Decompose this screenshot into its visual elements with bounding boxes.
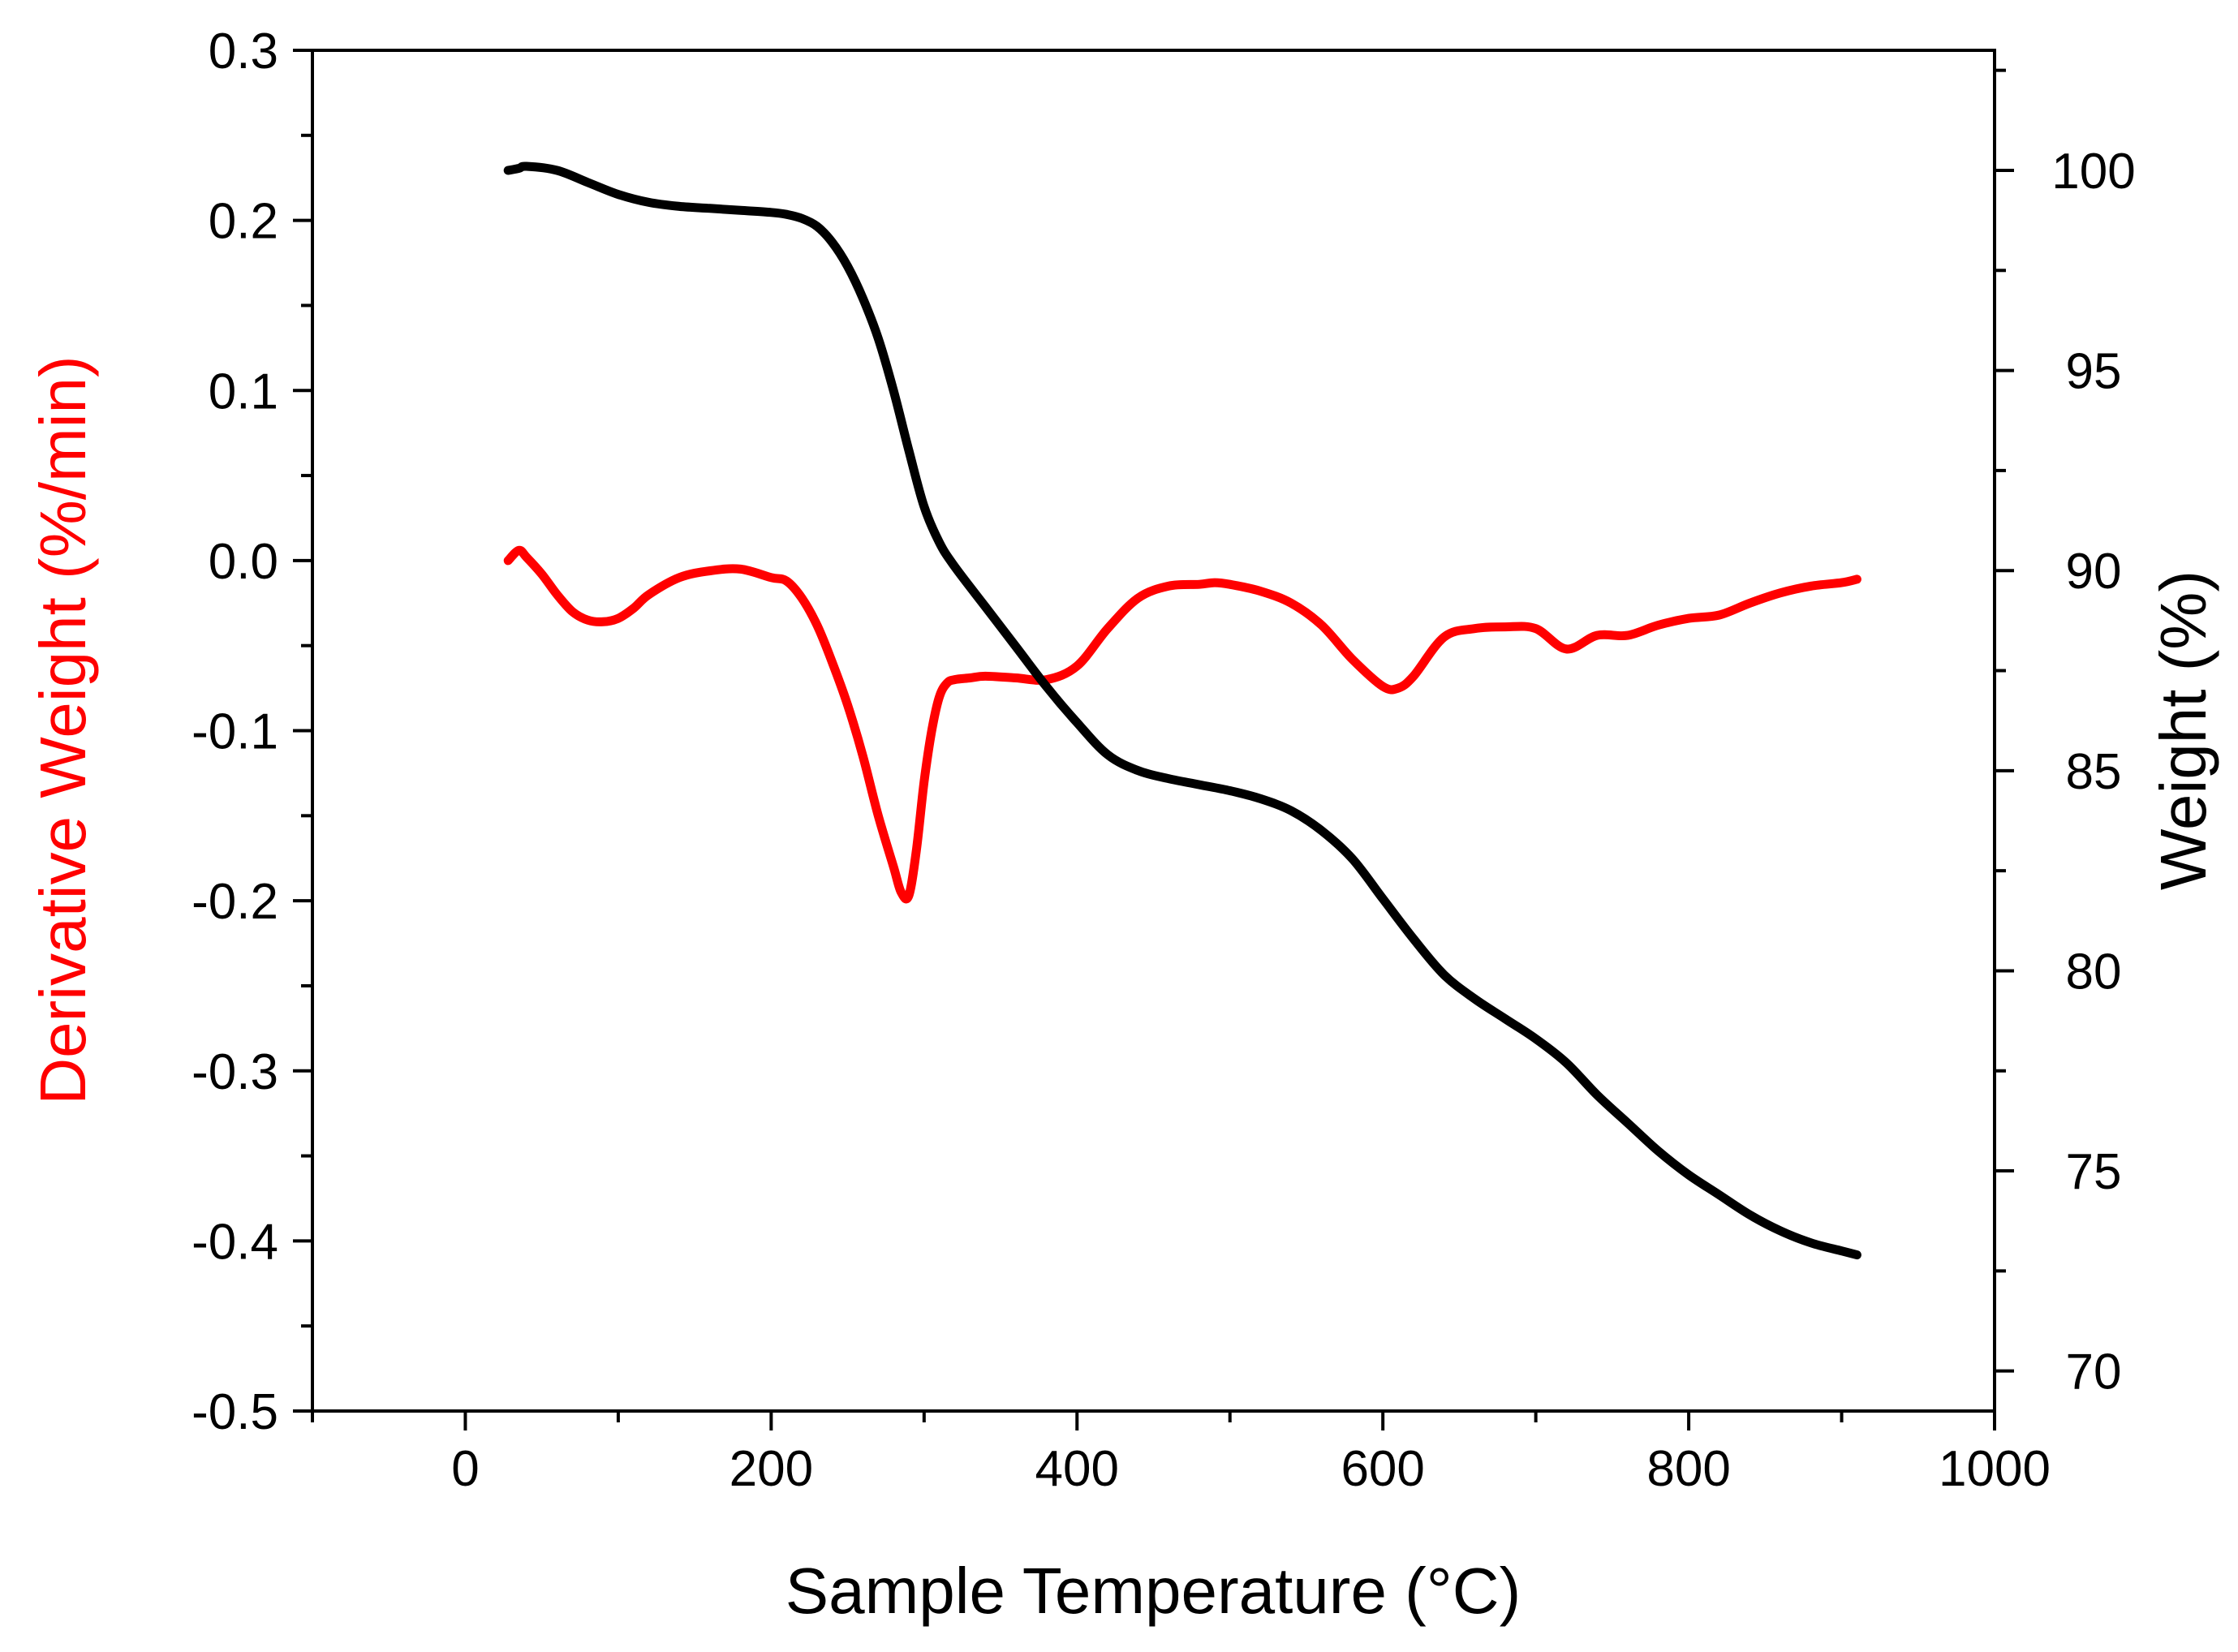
left-tick-label: 0.3 [209, 24, 278, 80]
x-tick-label: 600 [1341, 1441, 1424, 1497]
right-tick-label: 70 [2066, 1344, 2122, 1400]
x-tick-label: 200 [730, 1441, 813, 1497]
right-tick-label: 90 [2066, 544, 2122, 600]
x-tick-label: 400 [1035, 1441, 1119, 1497]
left-tick-label: -0.5 [192, 1384, 278, 1440]
left-axis-title: Derivative Weight (%/min) [27, 355, 99, 1104]
x-tick-label: 1000 [1939, 1441, 2051, 1497]
x-axis-title: Sample Temperature (°C) [785, 1555, 1521, 1627]
x-tick-label: 0 [451, 1441, 479, 1497]
right-tick-label: 75 [2066, 1144, 2122, 1200]
left-tick-label: -0.1 [192, 704, 278, 760]
ticks-layer: 0 200 400 600 800 1000 0.3 0.2 0.1 0.0 -0.1 -0.2 -0.… [192, 24, 2136, 1497]
x-tick-label: 800 [1646, 1441, 1730, 1497]
right-tick-label: 80 [2066, 944, 2122, 1000]
series-layer [503, 161, 1861, 1260]
weight-line [503, 161, 1861, 1260]
left-tick-label: -0.3 [192, 1044, 278, 1100]
left-tick-label: 0.2 [209, 194, 278, 250]
right-tick-label: 100 [2051, 144, 2135, 200]
right-axis-title: Weight (%) [2147, 570, 2219, 890]
right-tick-label: 85 [2066, 744, 2122, 800]
right-tick-label: 95 [2066, 344, 2122, 400]
left-tick-label: -0.4 [192, 1214, 278, 1270]
left-tick-label: -0.2 [192, 874, 278, 930]
derivative-weight-line [503, 545, 1861, 904]
left-tick-label: 0.1 [209, 364, 278, 419]
left-tick-label: 0.0 [209, 534, 278, 590]
